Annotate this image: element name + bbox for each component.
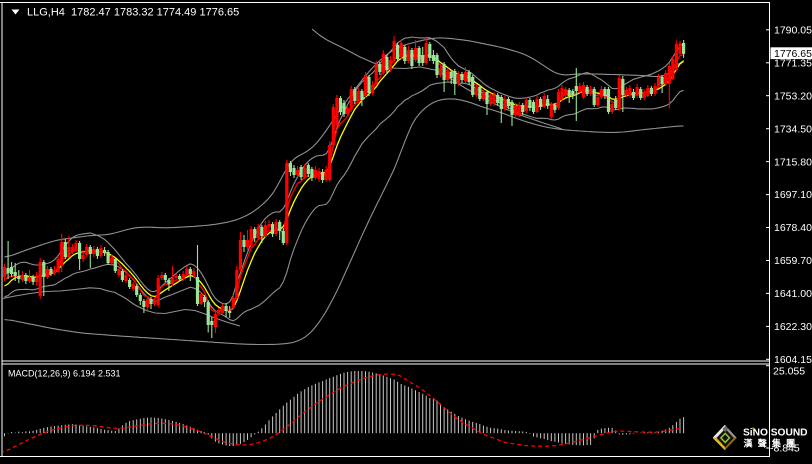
svg-text:1641.00: 1641.00 bbox=[774, 288, 812, 300]
svg-text:1622.30: 1622.30 bbox=[774, 321, 812, 333]
svg-text:漢聲集團: 漢聲集團 bbox=[744, 438, 801, 449]
svg-text:1604.15: 1604.15 bbox=[774, 354, 812, 366]
svg-text:1697.10: 1697.10 bbox=[774, 189, 812, 201]
svg-text:1678.40: 1678.40 bbox=[774, 222, 812, 234]
svg-text:1776.65: 1776.65 bbox=[774, 48, 812, 60]
svg-text:LLG,H4 1782.47 1783.32 1774.4: LLG,H4 1782.47 1783.32 1774.49 1776.65 bbox=[27, 7, 239, 19]
svg-text:MACD(12,26,9) 6.194 2.531: MACD(12,26,9) 6.194 2.531 bbox=[8, 368, 121, 378]
svg-text:1659.70: 1659.70 bbox=[774, 255, 812, 267]
svg-text:1734.50: 1734.50 bbox=[774, 123, 812, 135]
svg-text:1715.80: 1715.80 bbox=[774, 156, 812, 168]
svg-text:25.055: 25.055 bbox=[773, 366, 805, 378]
svg-text:1790.05: 1790.05 bbox=[774, 25, 812, 37]
svg-text:1753.20: 1753.20 bbox=[774, 90, 812, 102]
